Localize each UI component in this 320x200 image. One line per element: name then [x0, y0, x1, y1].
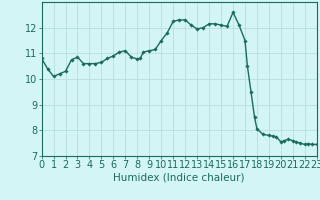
- X-axis label: Humidex (Indice chaleur): Humidex (Indice chaleur): [114, 173, 245, 183]
